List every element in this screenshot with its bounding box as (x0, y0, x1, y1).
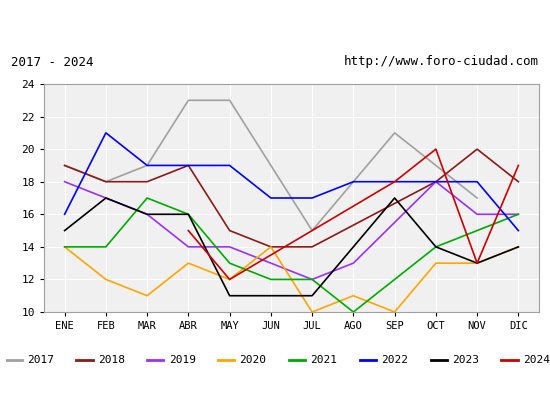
Text: 2017 - 2024: 2017 - 2024 (11, 56, 94, 68)
Text: 2017: 2017 (27, 355, 54, 365)
Text: 2018: 2018 (98, 355, 125, 365)
Text: http://www.foro-ciudad.com: http://www.foro-ciudad.com (344, 56, 539, 68)
Text: 2023: 2023 (452, 355, 479, 365)
Text: 2019: 2019 (169, 355, 196, 365)
Text: 2022: 2022 (381, 355, 408, 365)
Text: Evolucion del paro registrado en Sorihuela: Evolucion del paro registrado en Sorihue… (65, 15, 485, 33)
Text: 2024: 2024 (523, 355, 550, 365)
Text: 2020: 2020 (240, 355, 267, 365)
Text: 2021: 2021 (310, 355, 337, 365)
